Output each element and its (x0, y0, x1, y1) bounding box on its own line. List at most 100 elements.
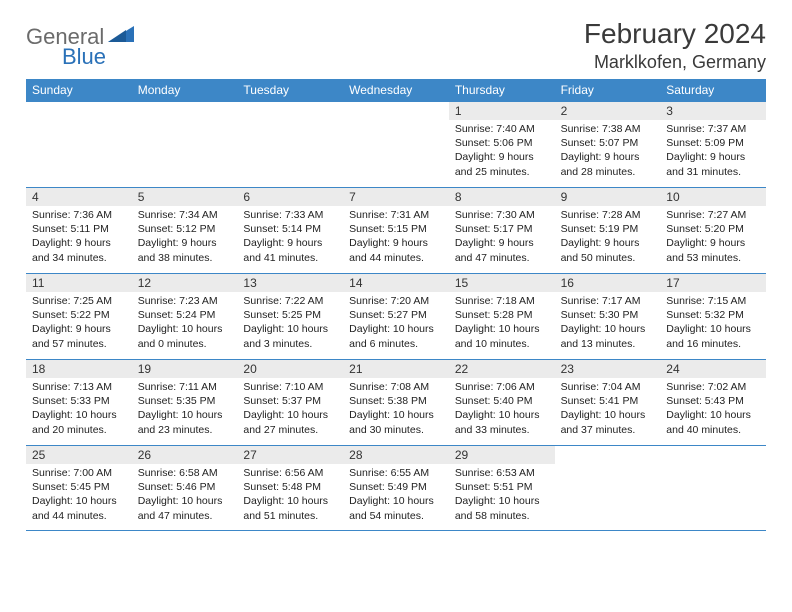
day-number: 20 (237, 360, 343, 378)
daylight-text-2: and 47 minutes. (455, 251, 549, 265)
day-number: 25 (26, 446, 132, 464)
calendar-cell: 23Sunrise: 7:04 AMSunset: 5:41 PMDayligh… (555, 359, 661, 445)
daylight-text-2: and 41 minutes. (243, 251, 337, 265)
day-details: Sunrise: 7:17 AMSunset: 5:30 PMDaylight:… (555, 292, 661, 355)
brand-part2: Blue (62, 44, 106, 70)
calendar-cell: 27Sunrise: 6:56 AMSunset: 5:48 PMDayligh… (237, 445, 343, 531)
day-number: 5 (132, 188, 238, 206)
daylight-text-2: and 20 minutes. (32, 423, 126, 437)
day-details (660, 464, 766, 470)
sunrise-text: Sunrise: 7:37 AM (666, 122, 760, 136)
calendar-cell (237, 101, 343, 187)
day-details: Sunrise: 7:30 AMSunset: 5:17 PMDaylight:… (449, 206, 555, 269)
day-number: 17 (660, 274, 766, 292)
weekday-label: Wednesday (343, 79, 449, 101)
day-number (237, 102, 343, 120)
daylight-text-2: and 44 minutes. (32, 509, 126, 523)
day-details: Sunrise: 7:18 AMSunset: 5:28 PMDaylight:… (449, 292, 555, 355)
day-number (132, 102, 238, 120)
calendar-cell: 18Sunrise: 7:13 AMSunset: 5:33 PMDayligh… (26, 359, 132, 445)
day-details: Sunrise: 7:33 AMSunset: 5:14 PMDaylight:… (237, 206, 343, 269)
calendar-cell: 24Sunrise: 7:02 AMSunset: 5:43 PMDayligh… (660, 359, 766, 445)
day-details: Sunrise: 7:22 AMSunset: 5:25 PMDaylight:… (237, 292, 343, 355)
day-number: 23 (555, 360, 661, 378)
sunset-text: Sunset: 5:28 PM (455, 308, 549, 322)
day-details: Sunrise: 7:13 AMSunset: 5:33 PMDaylight:… (26, 378, 132, 441)
day-number: 13 (237, 274, 343, 292)
daylight-text-2: and 51 minutes. (243, 509, 337, 523)
daylight-text-2: and 6 minutes. (349, 337, 443, 351)
logo-triangle-icon (108, 24, 134, 44)
day-number: 16 (555, 274, 661, 292)
daylight-text-1: Daylight: 10 hours (561, 322, 655, 336)
day-number: 2 (555, 102, 661, 120)
sunrise-text: Sunrise: 6:53 AM (455, 466, 549, 480)
sunset-text: Sunset: 5:14 PM (243, 222, 337, 236)
daylight-text-2: and 3 minutes. (243, 337, 337, 351)
daylight-text-1: Daylight: 9 hours (455, 150, 549, 164)
sunset-text: Sunset: 5:27 PM (349, 308, 443, 322)
calendar-cell: 12Sunrise: 7:23 AMSunset: 5:24 PMDayligh… (132, 273, 238, 359)
calendar-page: General Blue February 2024 Marklkofen, G… (0, 0, 792, 549)
sunset-text: Sunset: 5:49 PM (349, 480, 443, 494)
weekday-label: Friday (555, 79, 661, 101)
calendar-cell (660, 445, 766, 531)
sunset-text: Sunset: 5:51 PM (455, 480, 549, 494)
daylight-text-1: Daylight: 9 hours (666, 236, 760, 250)
calendar-cell (343, 101, 449, 187)
calendar-cell: 2Sunrise: 7:38 AMSunset: 5:07 PMDaylight… (555, 101, 661, 187)
day-details: Sunrise: 7:25 AMSunset: 5:22 PMDaylight:… (26, 292, 132, 355)
day-details (26, 120, 132, 126)
sunrise-text: Sunrise: 7:31 AM (349, 208, 443, 222)
sunset-text: Sunset: 5:40 PM (455, 394, 549, 408)
day-number: 11 (26, 274, 132, 292)
day-number: 22 (449, 360, 555, 378)
sunrise-text: Sunrise: 6:55 AM (349, 466, 443, 480)
day-details (237, 120, 343, 126)
day-number: 28 (343, 446, 449, 464)
daylight-text-1: Daylight: 9 hours (32, 236, 126, 250)
daylight-text-1: Daylight: 9 hours (455, 236, 549, 250)
sunset-text: Sunset: 5:07 PM (561, 136, 655, 150)
sunrise-text: Sunrise: 7:00 AM (32, 466, 126, 480)
sunset-text: Sunset: 5:12 PM (138, 222, 232, 236)
sunrise-text: Sunrise: 7:36 AM (32, 208, 126, 222)
daylight-text-1: Daylight: 9 hours (561, 150, 655, 164)
sunrise-text: Sunrise: 7:28 AM (561, 208, 655, 222)
sunrise-text: Sunrise: 6:58 AM (138, 466, 232, 480)
daylight-text-2: and 58 minutes. (455, 509, 549, 523)
day-number: 1 (449, 102, 555, 120)
day-number: 6 (237, 188, 343, 206)
day-number: 9 (555, 188, 661, 206)
calendar-cell: 10Sunrise: 7:27 AMSunset: 5:20 PMDayligh… (660, 187, 766, 273)
sunrise-text: Sunrise: 7:18 AM (455, 294, 549, 308)
sunrise-text: Sunrise: 7:04 AM (561, 380, 655, 394)
daylight-text-2: and 25 minutes. (455, 165, 549, 179)
sunset-text: Sunset: 5:20 PM (666, 222, 760, 236)
day-number: 7 (343, 188, 449, 206)
sunset-text: Sunset: 5:30 PM (561, 308, 655, 322)
daylight-text-1: Daylight: 9 hours (243, 236, 337, 250)
day-number: 10 (660, 188, 766, 206)
daylight-text-2: and 50 minutes. (561, 251, 655, 265)
daylight-text-2: and 47 minutes. (138, 509, 232, 523)
sunrise-text: Sunrise: 7:22 AM (243, 294, 337, 308)
calendar-cell: 19Sunrise: 7:11 AMSunset: 5:35 PMDayligh… (132, 359, 238, 445)
daylight-text-2: and 30 minutes. (349, 423, 443, 437)
calendar-grid: 1Sunrise: 7:40 AMSunset: 5:06 PMDaylight… (26, 101, 766, 531)
calendar-cell: 28Sunrise: 6:55 AMSunset: 5:49 PMDayligh… (343, 445, 449, 531)
day-details: Sunrise: 6:56 AMSunset: 5:48 PMDaylight:… (237, 464, 343, 527)
day-number: 29 (449, 446, 555, 464)
day-number: 4 (26, 188, 132, 206)
daylight-text-2: and 40 minutes. (666, 423, 760, 437)
sunrise-text: Sunrise: 7:10 AM (243, 380, 337, 394)
daylight-text-2: and 37 minutes. (561, 423, 655, 437)
day-details: Sunrise: 7:37 AMSunset: 5:09 PMDaylight:… (660, 120, 766, 183)
daylight-text-1: Daylight: 10 hours (561, 408, 655, 422)
day-details: Sunrise: 6:53 AMSunset: 5:51 PMDaylight:… (449, 464, 555, 527)
calendar-cell: 3Sunrise: 7:37 AMSunset: 5:09 PMDaylight… (660, 101, 766, 187)
calendar-cell: 17Sunrise: 7:15 AMSunset: 5:32 PMDayligh… (660, 273, 766, 359)
sunrise-text: Sunrise: 7:06 AM (455, 380, 549, 394)
sunrise-text: Sunrise: 7:20 AM (349, 294, 443, 308)
day-number (660, 446, 766, 464)
